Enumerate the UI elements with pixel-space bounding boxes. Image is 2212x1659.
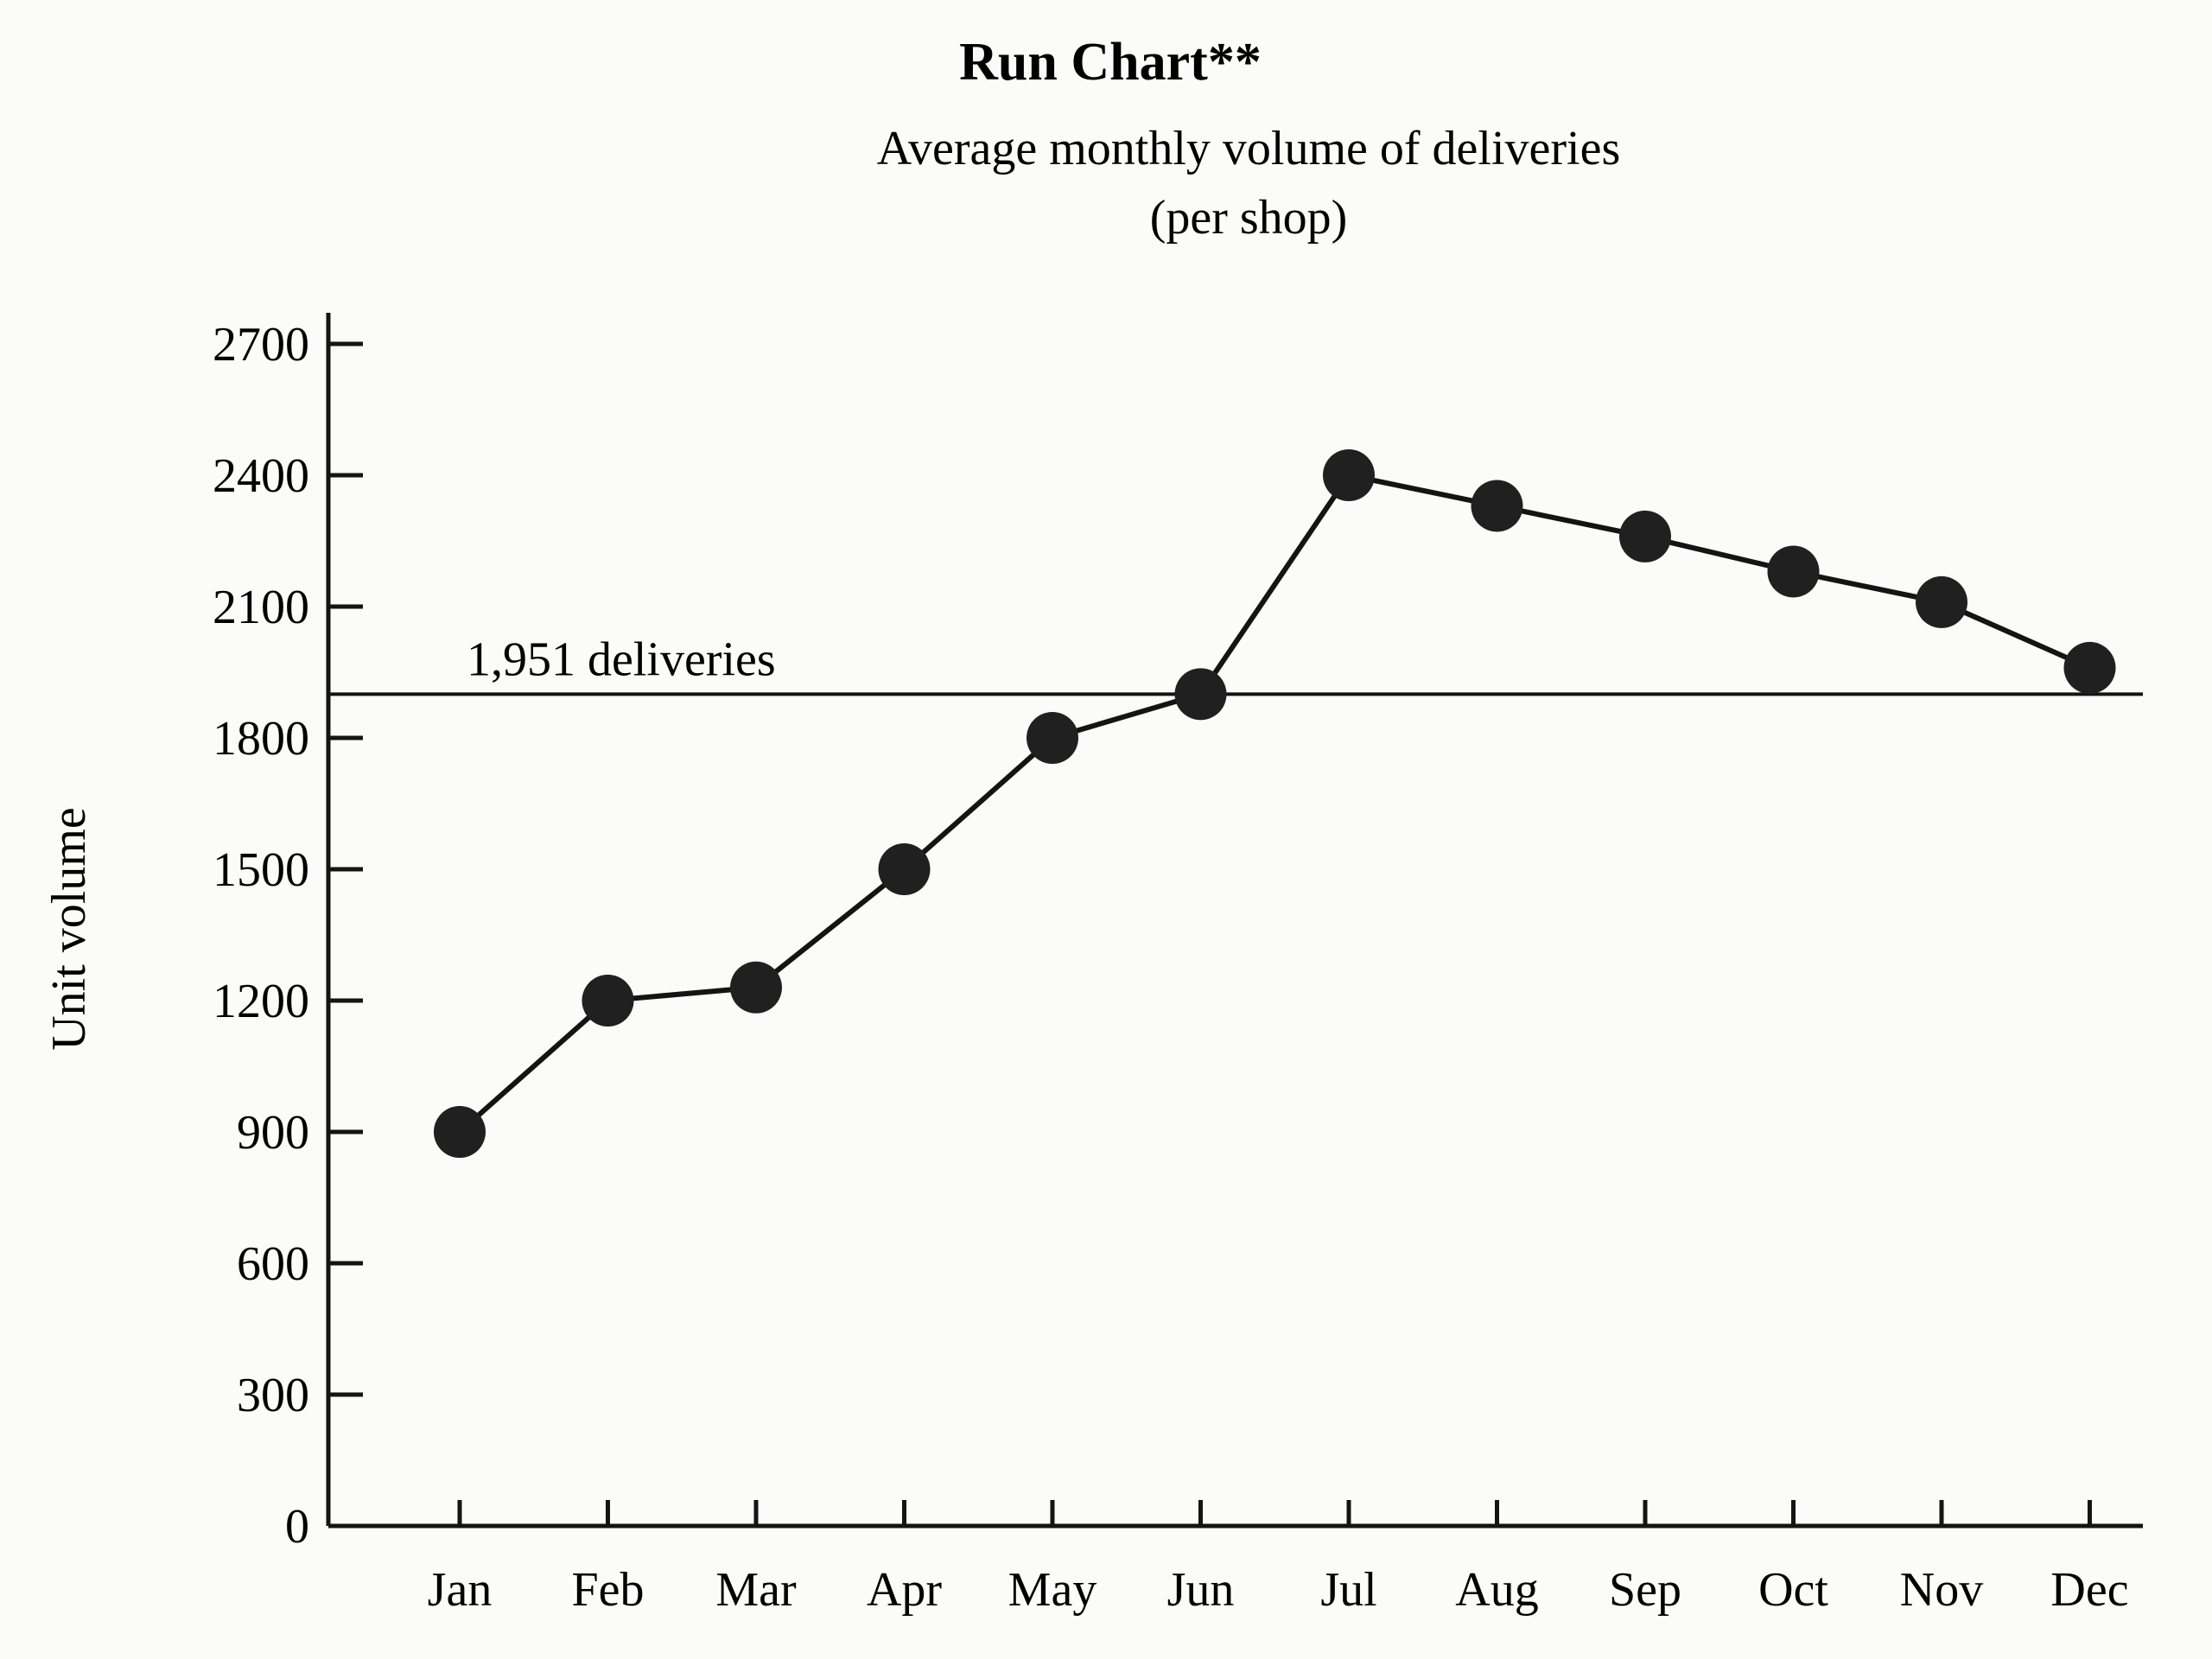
reference-line-label: 1,951 deliveries	[467, 632, 776, 686]
y-tick-label: 900	[237, 1106, 309, 1160]
y-axis-label: Unit volume	[42, 807, 96, 1051]
data-point	[1323, 449, 1375, 501]
x-tick-label: Apr	[867, 1563, 942, 1617]
data-point	[2063, 641, 2116, 694]
y-tick-label: 2100	[213, 581, 309, 634]
x-axis-ticks: Jan Feb Mar Apr May Jun Jul Aug Sep Oct Nov Dec	[428, 1500, 2129, 1617]
x-tick-label: Nov	[1900, 1563, 1983, 1617]
chart-title: Run Chart**	[959, 33, 1262, 92]
x-tick-label: Aug	[1455, 1563, 1538, 1617]
data-point	[1767, 545, 1820, 598]
data-point	[434, 1106, 486, 1158]
data-point	[1916, 575, 1967, 628]
x-tick-label: Oct	[1758, 1563, 1828, 1617]
series-line	[458, 472, 2091, 1135]
y-axis-ticks: 0 300 600 900 1200 1500 1800 2100 2400 2700	[213, 318, 363, 1554]
x-tick-label: Mar	[715, 1563, 797, 1617]
y-tick-label: 1500	[213, 843, 309, 897]
reference-line-group: 1,951 deliveries	[328, 632, 2143, 696]
data-point	[1471, 480, 1523, 532]
x-tick-label: Jun	[1167, 1563, 1235, 1617]
chart-subtitle-line2: (per shop)	[1150, 191, 1348, 245]
x-tick-label: Feb	[572, 1563, 645, 1617]
axes	[326, 313, 2143, 1529]
x-tick-label: Jan	[428, 1563, 493, 1617]
data-point	[730, 961, 782, 1014]
data-point	[878, 843, 931, 895]
data-point	[1174, 668, 1227, 721]
x-tick-label: Dec	[2050, 1563, 2128, 1617]
data-point	[582, 975, 634, 1027]
y-tick-label: 600	[237, 1237, 309, 1291]
x-tick-label: Sep	[1609, 1563, 1681, 1617]
y-tick-label: 300	[237, 1369, 309, 1422]
x-tick-label: May	[1008, 1563, 1097, 1617]
y-tick-label: 0	[285, 1500, 309, 1554]
x-tick-label: Jul	[1320, 1563, 1376, 1617]
chart-subtitle-line1: Average monthly volume of deliveries	[877, 122, 1620, 175]
y-tick-label: 1800	[213, 712, 309, 766]
series-group	[434, 449, 2116, 1158]
data-point	[1619, 510, 1671, 563]
y-tick-label: 2700	[213, 318, 309, 372]
y-tick-label: 2400	[213, 449, 309, 503]
y-tick-label: 1200	[213, 975, 309, 1028]
data-point	[1027, 712, 1078, 764]
